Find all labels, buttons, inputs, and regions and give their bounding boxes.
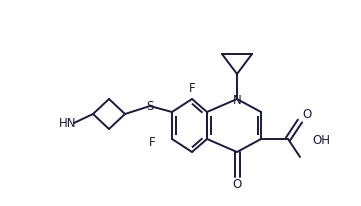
Text: O: O [232, 178, 242, 191]
Text: S: S [146, 100, 154, 113]
Text: OH: OH [312, 133, 330, 146]
Text: HN: HN [59, 117, 77, 130]
Text: F: F [149, 136, 155, 149]
Text: O: O [302, 108, 311, 121]
Text: F: F [189, 81, 195, 94]
Text: N: N [232, 93, 242, 106]
